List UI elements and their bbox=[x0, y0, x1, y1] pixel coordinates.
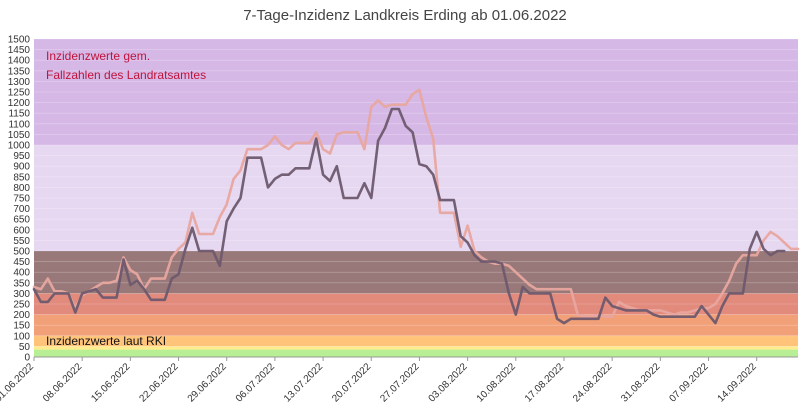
incidence-band-2 bbox=[34, 335, 798, 347]
y-tick-label: 1250 bbox=[8, 88, 31, 99]
y-tick-label: 1000 bbox=[8, 141, 31, 152]
x-tick-label: 27.07.2022 bbox=[378, 361, 421, 404]
y-tick-label: 1400 bbox=[8, 56, 31, 67]
x-tick-label: 03.08.2022 bbox=[427, 361, 470, 404]
y-tick-label: 300 bbox=[13, 289, 30, 300]
y-tick-label: 650 bbox=[13, 215, 30, 226]
y-tick-label: 0 bbox=[24, 353, 30, 364]
incidence-bands bbox=[34, 39, 798, 357]
x-tick-label: 20.07.2022 bbox=[330, 361, 373, 404]
y-tick-label: 400 bbox=[13, 268, 30, 279]
y-tick-label: 800 bbox=[13, 183, 30, 194]
y-tick-label: 750 bbox=[13, 194, 30, 205]
annotation-landratsamt-line2: Fallzahlen des Landratsamtes bbox=[46, 68, 206, 82]
y-tick-label: 50 bbox=[19, 342, 31, 353]
x-tick-label: 29.06.2022 bbox=[186, 361, 229, 404]
y-tick-label: 150 bbox=[13, 321, 30, 332]
x-tick-label: 22.06.2022 bbox=[137, 361, 180, 404]
incidence-band-3 bbox=[34, 314, 798, 336]
x-axis: 01.06.2022 08.06.2022 15.06.2022 22.06.2022… bbox=[0, 356, 798, 405]
y-tick-label: 1500 bbox=[8, 35, 31, 46]
y-tick-label: 350 bbox=[13, 278, 30, 289]
x-tick-label: 24.08.2022 bbox=[571, 361, 614, 404]
x-tick-label: 13.07.2022 bbox=[282, 361, 325, 404]
incidence-band-6 bbox=[34, 145, 798, 251]
chart-title: 7-Tage-Inzidenz Landkreis Erding ab 01.0… bbox=[243, 7, 567, 24]
y-tick-label: 850 bbox=[13, 172, 30, 183]
series-lines bbox=[32, 88, 800, 325]
y-tick-label: 100 bbox=[13, 331, 30, 342]
x-tick-label: 07.09.2022 bbox=[667, 361, 710, 404]
y-tick-label: 950 bbox=[13, 151, 30, 162]
x-tick-label: 10.08.2022 bbox=[475, 361, 518, 404]
x-tick-label: 15.06.2022 bbox=[89, 361, 132, 404]
y-tick-label: 1450 bbox=[8, 45, 31, 56]
y-tick-label: 1350 bbox=[8, 66, 31, 77]
incidence-band-0 bbox=[34, 349, 798, 357]
annotations: Inzidenzwerte gem. Fallzahlen des Landra… bbox=[46, 49, 206, 348]
y-tick-label: 1150 bbox=[8, 109, 30, 120]
y-tick-label: 1100 bbox=[8, 119, 30, 130]
y-tick-label: 900 bbox=[13, 162, 30, 173]
y-tick-label: 1300 bbox=[8, 77, 31, 88]
y-tick-label: 700 bbox=[13, 204, 30, 215]
x-tick-label: 08.06.2022 bbox=[41, 361, 84, 404]
y-tick-label: 1050 bbox=[8, 130, 31, 141]
series-line-1 bbox=[32, 107, 786, 325]
incidence-band-1 bbox=[34, 346, 798, 350]
x-tick-label: 06.07.2022 bbox=[234, 361, 277, 404]
series-line-0 bbox=[32, 88, 800, 319]
y-axis: 0501001502002503003504004505005506006507… bbox=[8, 35, 31, 364]
y-tick-label: 600 bbox=[13, 225, 30, 236]
y-tick-label: 550 bbox=[13, 236, 30, 247]
y-tick-label: 500 bbox=[13, 247, 30, 258]
y-tick-label: 250 bbox=[13, 300, 30, 311]
y-tick-label: 200 bbox=[13, 310, 30, 321]
y-tick-label: 450 bbox=[13, 257, 30, 268]
annotation-rki: Inzidenzwerte laut RKI bbox=[46, 334, 166, 348]
y-tick-label: 1200 bbox=[8, 98, 31, 109]
x-tick-label: 31.08.2022 bbox=[619, 361, 662, 404]
x-tick-label: 01.06.2022 bbox=[0, 361, 36, 404]
x-tick-label: 17.08.2022 bbox=[523, 361, 566, 404]
annotation-landratsamt-line1: Inzidenzwerte gem. bbox=[46, 49, 150, 63]
x-tick-label: 14.09.2022 bbox=[716, 361, 759, 404]
incidence-band-5 bbox=[34, 251, 798, 294]
